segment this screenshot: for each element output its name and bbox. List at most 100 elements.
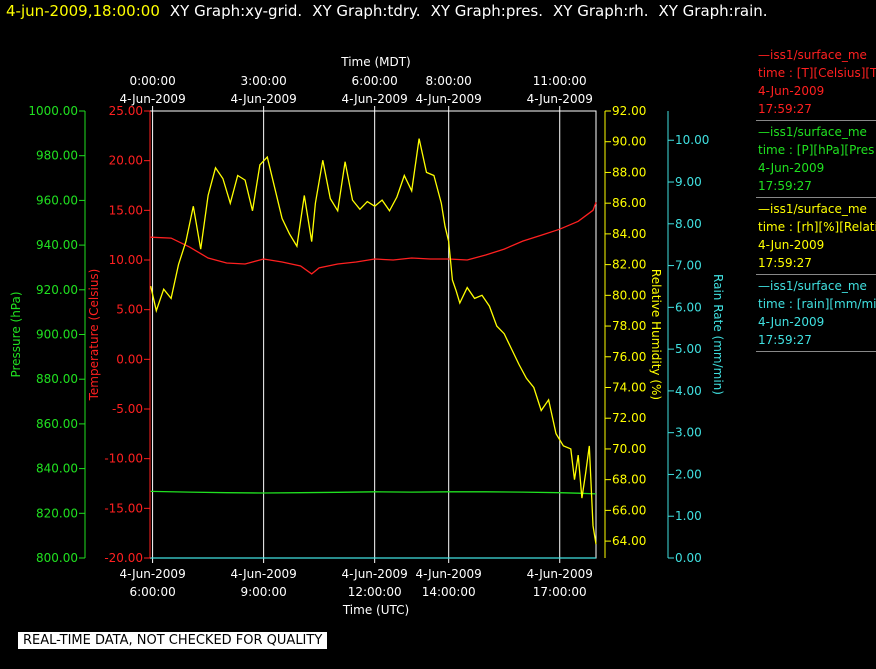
legend-entry-pressure[interactable]: —iss1/surface_me time : [P][hPa][Pres 4-… xyxy=(756,121,876,198)
header-timestamp: 4-jun-2009,18:00:00 xyxy=(6,2,160,20)
x-tick-label-date: 4-Jun-2009 xyxy=(230,567,296,581)
legend-series-date: 4-Jun-2009 xyxy=(758,315,825,329)
legend-series-time: 17:59:27 xyxy=(758,102,812,116)
x-top-tick-label-date: 4-Jun-2009 xyxy=(230,92,296,106)
x-tick-label-date: 4-Jun-2009 xyxy=(342,567,408,581)
legend-series-name: —iss1/surface_me xyxy=(758,202,867,216)
graph-header: 4-jun-2009,18:00:00 XY Graph:xy-grid. XY G… xyxy=(6,2,768,24)
legend-series-units: time : [P][hPa][Pres xyxy=(758,143,875,157)
temperature-axis-label: Temperature (Celsius) xyxy=(87,269,101,402)
x-tick-label-date: 4-Jun-2009 xyxy=(119,567,185,581)
header-graph-pres[interactable]: XY Graph:pres. xyxy=(430,2,544,20)
pressure-tick-label: 800.00 xyxy=(36,551,78,565)
rh-series-line xyxy=(150,138,597,545)
rh-tick-label: 92.00 xyxy=(612,104,646,118)
temperature-tick-label: 0.00 xyxy=(116,352,143,366)
header-graph-tdry[interactable]: XY Graph:tdry. xyxy=(312,2,421,20)
quality-disclaimer: REAL-TIME DATA, NOT CHECKED FOR QUALITY xyxy=(18,632,328,649)
rh-tick-label: 78.00 xyxy=(612,319,646,333)
temperature-tick-label: 25.00 xyxy=(109,104,143,118)
x-top-tick-label-time: 6:00:00 xyxy=(352,74,398,88)
pressure-tick-label: 860.00 xyxy=(36,417,78,431)
legend-series-name: —iss1/surface_me xyxy=(758,48,867,62)
x-top-tick-label-date: 4-Jun-2009 xyxy=(342,92,408,106)
rain-tick-label: 6.00 xyxy=(675,300,702,314)
temperature-tick-label: 10.00 xyxy=(109,253,143,267)
x-top-tick-label-date: 4-Jun-2009 xyxy=(527,92,593,106)
header-graph-xy-grid[interactable]: XY Graph:xy-grid. xyxy=(169,2,303,20)
rh-tick-label: 76.00 xyxy=(612,350,646,364)
x-top-tick-label-date: 4-Jun-2009 xyxy=(119,92,185,106)
pressure-tick-label: 920.00 xyxy=(36,283,78,297)
x-top-tick-label-time: 3:00:00 xyxy=(240,74,286,88)
legend-series-name: —iss1/surface_me xyxy=(758,279,867,293)
legend-entry-rh[interactable]: —iss1/surface_me time : [rh][%][Relati 4… xyxy=(756,198,876,275)
rh-tick-label: 80.00 xyxy=(612,288,646,302)
x-axis-top-label: Time (MDT) xyxy=(340,55,410,69)
temperature-tick-label: -10.00 xyxy=(104,452,143,466)
x-tick-label-time: 6:00:00 xyxy=(129,585,175,599)
temperature-tick-label: -5.00 xyxy=(112,402,143,416)
legend: —iss1/surface_me time : [T][Celsius][T 4… xyxy=(756,44,876,352)
pressure-series-line xyxy=(150,490,597,495)
axes: 4-Jun-2009 6:00:00 4-Jun-2009 9:00:00 4-Jun-… xyxy=(9,74,725,599)
pressure-tick-label: 840.00 xyxy=(36,462,78,476)
temperature-series-line xyxy=(150,202,597,275)
rh-tick-label: 86.00 xyxy=(612,196,646,210)
rain-tick-label: 9.00 xyxy=(675,175,702,189)
rh-tick-label: 68.00 xyxy=(612,473,646,487)
x-tick-label-date: 4-Jun-2009 xyxy=(416,567,482,581)
rh-axis-label: Relative Humidity (%) xyxy=(649,269,663,400)
legend-entry-temperature[interactable]: —iss1/surface_me time : [T][Celsius][T 4… xyxy=(756,44,876,121)
x-tick-label-time: 12:00:00 xyxy=(348,585,402,599)
temperature-tick-label: -20.00 xyxy=(104,551,143,565)
rh-tick-label: 82.00 xyxy=(612,258,646,272)
legend-series-time: 17:59:27 xyxy=(758,333,812,347)
rain-tick-label: 4.00 xyxy=(675,384,702,398)
temperature-tick-label: 5.00 xyxy=(116,303,143,317)
rh-tick-label: 84.00 xyxy=(612,227,646,241)
x-tick-label-time: 9:00:00 xyxy=(240,585,286,599)
rh-tick-label: 64.00 xyxy=(612,534,646,548)
rain-axis-label: Rain Rate (mm/min) xyxy=(711,274,725,395)
x-tick-label-date: 4-Jun-2009 xyxy=(527,567,593,581)
rain-tick-label: 2.00 xyxy=(675,467,702,481)
x-top-tick-label-time: 11:00:00 xyxy=(533,74,587,88)
pressure-tick-label: 980.00 xyxy=(36,149,78,163)
temperature-tick-label: 20.00 xyxy=(109,154,143,168)
legend-series-name: —iss1/surface_me xyxy=(758,125,867,139)
pressure-tick-label: 940.00 xyxy=(36,238,78,252)
legend-series-date: 4-Jun-2009 xyxy=(758,84,825,98)
temperature-tick-label: -15.00 xyxy=(104,501,143,515)
legend-series-time: 17:59:27 xyxy=(758,179,812,193)
legend-series-units: time : [rain][mm/min xyxy=(758,297,876,311)
pressure-axis-label: Pressure (hPa) xyxy=(9,291,23,377)
legend-entry-rain[interactable]: —iss1/surface_me time : [rain][mm/min 4-… xyxy=(756,275,876,352)
pressure-tick-label: 820.00 xyxy=(36,506,78,520)
rain-tick-label: 1.00 xyxy=(675,509,702,523)
header-graph-rain[interactable]: XY Graph:rain. xyxy=(658,2,768,20)
x-top-tick-label-date: 4-Jun-2009 xyxy=(416,92,482,106)
rh-tick-label: 70.00 xyxy=(612,442,646,456)
rain-tick-label: 5.00 xyxy=(675,342,702,356)
legend-series-units: time : [rh][%][Relati xyxy=(758,220,876,234)
legend-series-units: time : [T][Celsius][T xyxy=(758,66,876,80)
x-axis-bottom-label: Time (UTC) xyxy=(342,603,409,617)
pressure-tick-label: 1000.00 xyxy=(28,104,78,118)
temperature-tick-label: 15.00 xyxy=(109,203,143,217)
x-tick-label-time: 17:00:00 xyxy=(533,585,587,599)
rh-tick-label: 90.00 xyxy=(612,135,646,149)
legend-series-date: 4-Jun-2009 xyxy=(758,161,825,175)
series xyxy=(150,138,597,559)
legend-series-time: 17:59:27 xyxy=(758,256,812,270)
rain-tick-label: 8.00 xyxy=(675,217,702,231)
rh-tick-label: 88.00 xyxy=(612,165,646,179)
rain-tick-label: 3.00 xyxy=(675,426,702,440)
x-top-tick-label-time: 0:00:00 xyxy=(129,74,175,88)
header-graph-rh[interactable]: XY Graph:rh. xyxy=(553,2,649,20)
grid xyxy=(152,111,561,558)
rh-tick-label: 66.00 xyxy=(612,503,646,517)
rh-tick-label: 72.00 xyxy=(612,411,646,425)
pressure-tick-label: 960.00 xyxy=(36,193,78,207)
